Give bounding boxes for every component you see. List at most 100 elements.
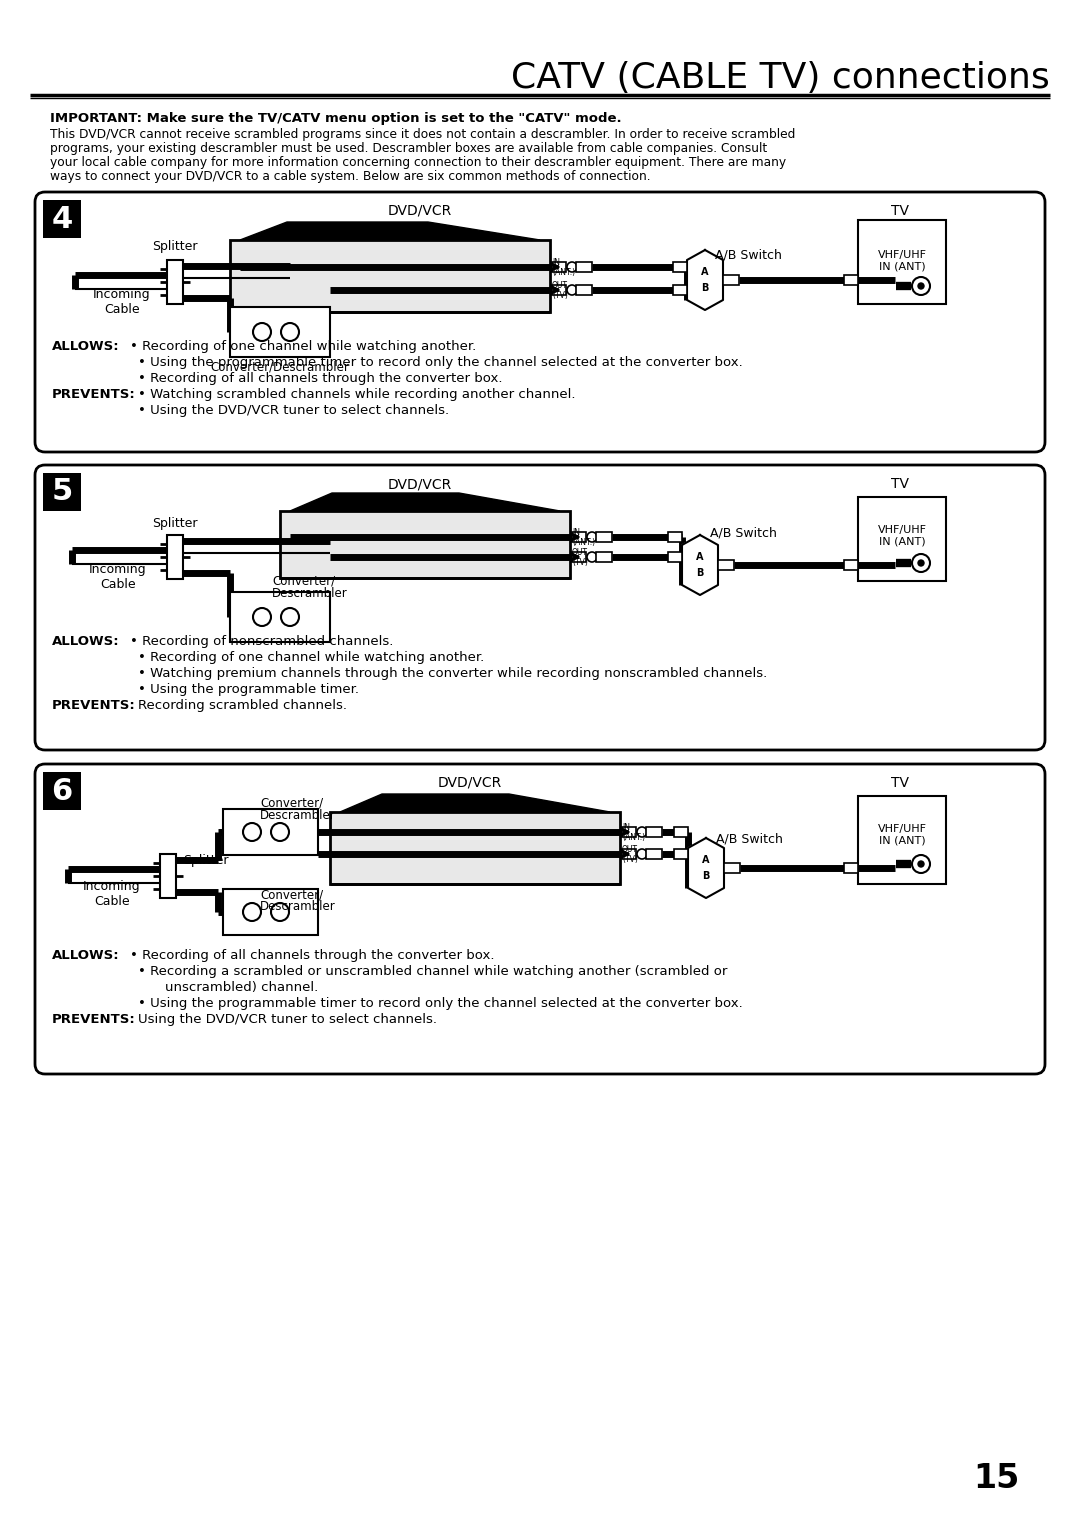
- Text: Descrambler: Descrambler: [260, 808, 336, 822]
- Bar: [596, 552, 612, 562]
- Polygon shape: [240, 222, 540, 240]
- Text: your local cable company for more information concerning connection to their des: your local cable company for more inform…: [50, 156, 786, 170]
- Circle shape: [588, 552, 597, 562]
- Bar: [572, 532, 586, 542]
- Text: programs, your existing descrambler must be used. Descrambler boxes are availabl: programs, your existing descrambler must…: [50, 142, 767, 154]
- Text: TV: TV: [891, 776, 909, 790]
- Circle shape: [567, 286, 577, 295]
- Text: • Recording of nonscrambled channels.: • Recording of nonscrambled channels.: [130, 636, 393, 648]
- Bar: [230, 591, 330, 642]
- Text: IN
(ANT.): IN (ANT.): [622, 824, 645, 842]
- Text: CATV (CABLE TV) connections: CATV (CABLE TV) connections: [511, 61, 1050, 95]
- Bar: [552, 286, 566, 295]
- FancyBboxPatch shape: [35, 193, 1045, 452]
- Text: VHF/UHF
IN (ANT): VHF/UHF IN (ANT): [877, 824, 927, 845]
- Polygon shape: [688, 837, 724, 898]
- Circle shape: [567, 261, 577, 272]
- Bar: [330, 811, 620, 885]
- Text: Converter/: Converter/: [260, 888, 323, 902]
- Text: A: A: [702, 856, 710, 865]
- Bar: [858, 220, 946, 304]
- Text: OUT
(TV): OUT (TV): [572, 549, 588, 567]
- Circle shape: [637, 827, 647, 837]
- Circle shape: [912, 277, 930, 295]
- Text: • Recording of one channel while watching another.: • Recording of one channel while watchin…: [130, 341, 476, 353]
- Text: unscrambled) channel.: unscrambled) channel.: [148, 981, 319, 995]
- Bar: [43, 200, 81, 238]
- Bar: [669, 532, 681, 542]
- Polygon shape: [340, 795, 610, 811]
- Text: • Using the programmable timer to record only the channel selected at the conver: • Using the programmable timer to record…: [138, 356, 743, 368]
- Bar: [43, 474, 81, 510]
- Bar: [167, 535, 183, 579]
- Circle shape: [271, 824, 289, 840]
- FancyBboxPatch shape: [35, 465, 1045, 750]
- Text: B: B: [697, 568, 704, 578]
- Circle shape: [271, 903, 289, 921]
- Bar: [646, 827, 662, 837]
- Text: 6: 6: [52, 776, 72, 805]
- Bar: [724, 863, 740, 872]
- Text: IMPORTANT: Make sure the TV/CATV menu option is set to the "CATV" mode.: IMPORTANT: Make sure the TV/CATV menu op…: [50, 112, 622, 125]
- Text: • Using the DVD/VCR tuner to select channels.: • Using the DVD/VCR tuner to select chan…: [138, 403, 449, 417]
- Circle shape: [253, 322, 271, 341]
- Bar: [858, 796, 946, 885]
- Text: ALLOWS:: ALLOWS:: [52, 636, 120, 648]
- Text: DVD/VCR: DVD/VCR: [388, 477, 453, 490]
- Text: VHF/UHF
IN (ANT): VHF/UHF IN (ANT): [877, 526, 927, 547]
- Bar: [572, 552, 586, 562]
- Bar: [674, 850, 688, 859]
- Text: DVD/VCR: DVD/VCR: [437, 776, 502, 790]
- Bar: [622, 827, 636, 837]
- Bar: [280, 510, 570, 578]
- Text: Incoming
Cable: Incoming Cable: [93, 287, 151, 316]
- Bar: [673, 261, 687, 272]
- Text: OUT
(TV): OUT (TV): [622, 845, 638, 865]
- Bar: [622, 850, 636, 859]
- Bar: [723, 275, 739, 286]
- Text: 5: 5: [52, 477, 72, 506]
- Text: Descrambler: Descrambler: [272, 587, 348, 601]
- Text: A/B Switch: A/B Switch: [715, 248, 782, 261]
- Bar: [167, 260, 183, 304]
- Text: Splitter: Splitter: [152, 516, 198, 530]
- Text: ALLOWS:: ALLOWS:: [52, 341, 120, 353]
- Text: Incoming
Cable: Incoming Cable: [83, 880, 140, 908]
- Circle shape: [281, 608, 299, 626]
- Circle shape: [912, 555, 930, 571]
- Circle shape: [637, 850, 647, 859]
- Text: • Using the programmable timer.: • Using the programmable timer.: [138, 683, 359, 695]
- Bar: [673, 286, 687, 295]
- Text: Incoming
Cable: Incoming Cable: [90, 562, 147, 591]
- FancyBboxPatch shape: [35, 764, 1045, 1074]
- Circle shape: [243, 903, 261, 921]
- Bar: [843, 559, 858, 570]
- Text: TV: TV: [891, 205, 909, 219]
- Circle shape: [588, 532, 597, 542]
- Text: A: A: [701, 267, 708, 277]
- Bar: [230, 240, 550, 312]
- Bar: [552, 261, 566, 272]
- Polygon shape: [291, 494, 561, 510]
- Bar: [674, 827, 688, 837]
- Text: Splitter: Splitter: [152, 240, 198, 254]
- Text: • Recording a scrambled or unscrambled channel while watching another (scrambled: • Recording a scrambled or unscrambled c…: [138, 966, 727, 978]
- Text: Descrambler: Descrambler: [260, 900, 336, 914]
- Bar: [718, 559, 734, 570]
- Text: 15: 15: [974, 1461, 1020, 1494]
- Text: TV: TV: [891, 477, 909, 490]
- Polygon shape: [687, 251, 723, 310]
- Text: Using the DVD/VCR tuner to select channels.: Using the DVD/VCR tuner to select channe…: [138, 1013, 437, 1025]
- Text: OUT
(TV): OUT (TV): [552, 281, 568, 301]
- Text: • Recording of all channels through the converter box.: • Recording of all channels through the …: [130, 949, 495, 963]
- Circle shape: [253, 608, 271, 626]
- Bar: [843, 863, 858, 872]
- Bar: [576, 261, 592, 272]
- Text: IN
(ANT.): IN (ANT.): [572, 529, 595, 547]
- Bar: [596, 532, 612, 542]
- Text: • Recording of one channel while watching another.: • Recording of one channel while watchin…: [138, 651, 484, 665]
- Bar: [576, 286, 592, 295]
- Text: B: B: [701, 283, 708, 293]
- Text: IN
(ANT.): IN (ANT.): [552, 258, 576, 278]
- Text: PREVENTS:: PREVENTS:: [52, 698, 136, 712]
